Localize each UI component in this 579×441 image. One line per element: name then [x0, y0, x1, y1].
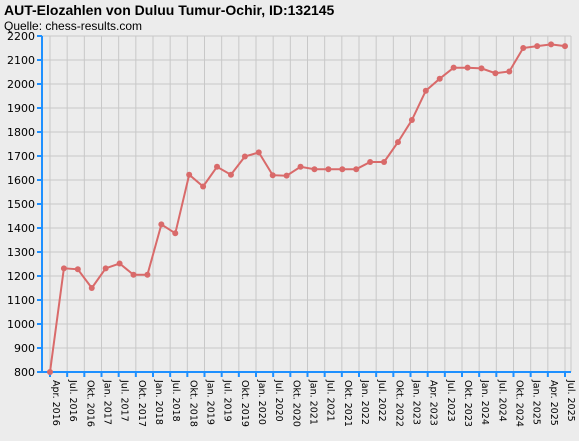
x-tick-label: Jul. 2016 — [67, 379, 78, 422]
x-tick-label: Jul. 2020 — [273, 379, 284, 422]
data-point — [60, 265, 67, 272]
data-point — [311, 166, 318, 173]
y-tick-label: 1200 — [7, 270, 35, 283]
x-tick-label: Jan. 2019 — [205, 379, 216, 425]
x-tick-label: Jan. 2025 — [531, 379, 542, 425]
x-tick-label: Jan. 2023 — [411, 379, 422, 425]
x-tick-label: Okt. 2024 — [514, 380, 525, 427]
x-tick-label: Jul. 2018 — [170, 379, 181, 422]
data-point — [394, 139, 401, 146]
y-tick-label: 1000 — [7, 318, 35, 331]
data-point — [186, 171, 193, 178]
x-tick-label: Okt. 2016 — [84, 380, 95, 427]
x-tick-label: Jul. 2019 — [222, 379, 233, 422]
data-point — [130, 271, 137, 278]
data-point — [269, 172, 276, 179]
y-tick-label: 1400 — [7, 222, 35, 235]
data-point — [325, 166, 332, 173]
x-tick-label: Jul. 2023 — [445, 379, 456, 422]
x-tick-label: Jan. 2024 — [479, 379, 490, 425]
x-tick-label: Jan. 2018 — [153, 379, 164, 425]
y-tick-label: 1800 — [7, 126, 35, 139]
data-point — [408, 117, 415, 123]
y-tick-label: 1900 — [7, 102, 35, 115]
data-point — [339, 166, 346, 173]
x-tick-label: Jan. 2021 — [308, 379, 319, 425]
grid-lines — [42, 35, 572, 373]
data-point — [144, 271, 151, 278]
data-point — [116, 260, 123, 267]
data-point — [255, 149, 262, 156]
y-tick-label: 2200 — [7, 30, 35, 43]
x-tick-label: Apr. 2023 — [428, 380, 439, 426]
data-point — [227, 171, 234, 178]
y-tick-label: 800 — [14, 366, 35, 379]
data-point — [214, 163, 221, 170]
x-tick-label: Jul. 2024 — [496, 379, 507, 422]
x-tick-label: Jan. 2017 — [102, 379, 113, 425]
data-point — [367, 159, 374, 165]
data-point — [200, 183, 207, 190]
data-point — [353, 166, 360, 173]
x-tick-label: Okt. 2022 — [393, 380, 404, 427]
x-axis: Apr. 2016 Jul. 2016 Okt. 2016 Jan. 2017 Jul.… — [42, 371, 576, 427]
data-point — [478, 65, 485, 72]
data-point — [241, 153, 248, 160]
x-tick-label: Okt. 2023 — [462, 380, 473, 427]
chart-subtitle: Quelle: chess-results.com — [4, 19, 143, 33]
y-tick-label: 1300 — [7, 246, 35, 259]
data-point — [283, 172, 290, 179]
x-tick-label: Jul. 2025 — [565, 379, 576, 422]
x-tick-label: Jan. 2022 — [359, 379, 370, 425]
y-tick-label: 1700 — [7, 150, 35, 163]
data-point — [381, 159, 388, 165]
data-point — [450, 64, 457, 71]
x-tick-label: Okt. 2021 — [342, 380, 353, 427]
data-point — [520, 45, 527, 51]
x-tick-label: Okt. 2019 — [239, 380, 250, 427]
data-point — [172, 230, 179, 237]
y-tick-label: 2000 — [7, 78, 35, 91]
elo-series — [47, 41, 568, 375]
x-tick-label: Okt. 2020 — [290, 380, 301, 427]
y-tick-label: 2100 — [7, 54, 35, 67]
data-point — [562, 43, 568, 50]
data-point — [492, 70, 499, 77]
data-point — [74, 266, 81, 273]
data-point — [102, 265, 109, 272]
data-point — [158, 221, 165, 228]
data-point — [464, 64, 471, 71]
y-tick-label: 900 — [14, 342, 35, 355]
y-tick-label: 1100 — [7, 294, 35, 307]
data-point — [548, 41, 555, 48]
x-tick-label: Apr. 2016 — [50, 380, 61, 426]
x-tick-label: Jan. 2020 — [256, 379, 267, 425]
x-tick-label: Jul. 2022 — [376, 379, 387, 422]
data-point — [436, 75, 443, 82]
y-axis: 800 900 1000 1100 1200 1300 1400 1500 1600 1700 18… — [7, 30, 43, 379]
x-tick-label: Jul. 2017 — [119, 379, 130, 422]
data-point — [297, 163, 304, 170]
x-tick-label: Okt. 2018 — [187, 380, 198, 427]
data-point — [88, 285, 95, 291]
data-point — [506, 68, 513, 75]
data-point — [534, 43, 541, 50]
x-tick-label: Okt. 2017 — [136, 380, 147, 427]
chart-title: AUT-Elozahlen von Duluu Tumur-Ochir, ID:… — [4, 2, 335, 18]
y-tick-label: 1500 — [7, 198, 35, 211]
x-tick-label: Apr. 2025 — [548, 380, 559, 426]
x-tick-label: Jul. 2021 — [325, 379, 336, 422]
data-point — [47, 369, 53, 375]
y-tick-label: 1600 — [7, 174, 35, 187]
data-point — [422, 87, 429, 94]
